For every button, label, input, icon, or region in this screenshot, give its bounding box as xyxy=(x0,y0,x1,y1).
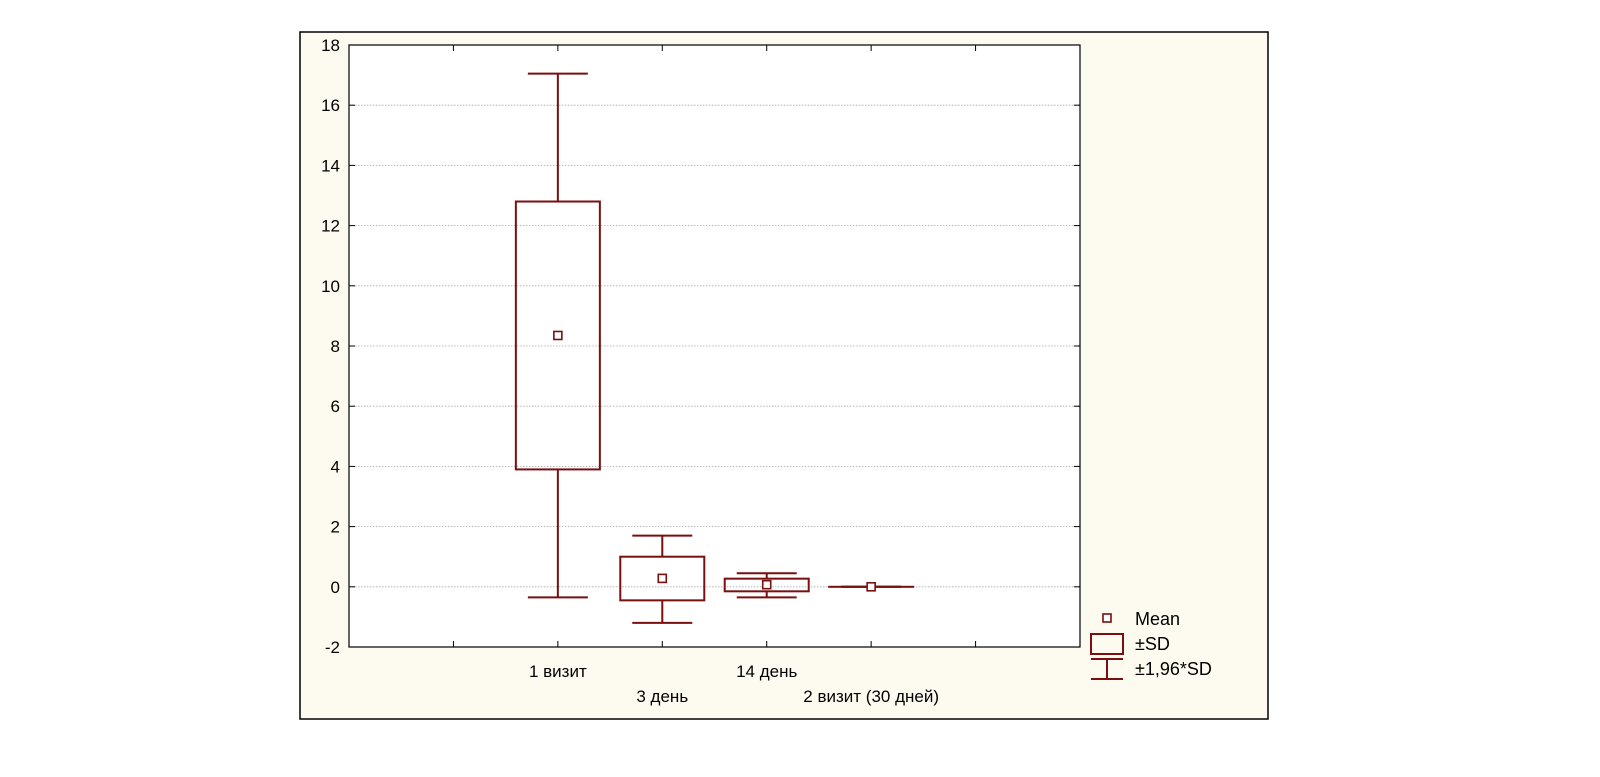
legend-label: ±1,96*SD xyxy=(1135,659,1212,679)
y-tick-label: -2 xyxy=(325,638,340,657)
x-tick-label: 2 визит (30 дней) xyxy=(803,687,939,706)
y-tick-label: 6 xyxy=(331,397,340,416)
y-tick-label: 16 xyxy=(321,96,340,115)
legend-label: ±SD xyxy=(1135,634,1170,654)
y-tick-label: 12 xyxy=(321,217,340,236)
y-tick-label: 4 xyxy=(331,457,340,476)
y-tick-label: 0 xyxy=(331,578,340,597)
legend-label: Mean xyxy=(1135,609,1180,629)
mean-marker xyxy=(763,581,771,589)
y-tick-label: 18 xyxy=(321,36,340,55)
mean-marker xyxy=(867,583,875,591)
legend-mean-icon xyxy=(1103,614,1111,622)
y-tick-label: 10 xyxy=(321,277,340,296)
x-tick-label: 3 день xyxy=(636,687,688,706)
mean-marker xyxy=(658,574,666,582)
y-tick-label: 8 xyxy=(331,337,340,356)
mean-marker xyxy=(554,331,562,339)
x-tick-label: 14 день xyxy=(736,662,797,681)
y-tick-label: 14 xyxy=(321,156,340,175)
y-tick-label: 2 xyxy=(331,518,340,537)
x-tick-label: 1 визит xyxy=(529,662,587,681)
